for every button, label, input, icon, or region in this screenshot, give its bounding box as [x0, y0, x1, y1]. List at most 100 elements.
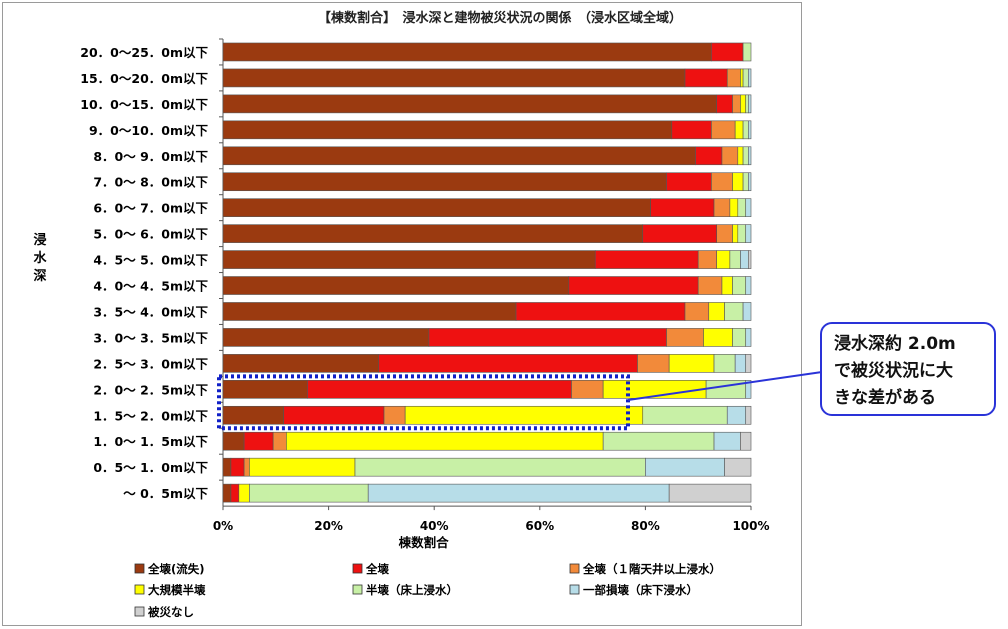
- bar-segment: [742, 302, 752, 321]
- bar-segment: [650, 198, 715, 217]
- bar-segment: [238, 483, 250, 503]
- bar-segment: [222, 68, 686, 88]
- bar-segment: [708, 302, 725, 321]
- callout-box: 浸水深約 2.0m で被災状況に大 きな差がある: [820, 322, 996, 416]
- bar-segment: [378, 354, 638, 373]
- bar-segment: [230, 457, 245, 477]
- category-label: 2．5～ 3．0m以下: [93, 356, 208, 371]
- bar-segment: [737, 146, 744, 166]
- bar-segment: [740, 250, 749, 269]
- bar-segment: [671, 120, 712, 140]
- bar-segment: [222, 120, 673, 140]
- highlight-box: [217, 374, 630, 431]
- bar-segment: [645, 457, 725, 477]
- bar-segment: [748, 120, 752, 140]
- legend-label: 全壊（１階天井以上浸水）: [582, 562, 721, 576]
- bar-segment: [745, 328, 752, 347]
- bar-segment: [734, 354, 747, 373]
- bar-segment: [745, 198, 752, 217]
- y-axis-label-char: 深: [33, 268, 46, 284]
- bar-segment: [283, 405, 385, 425]
- bar-segment: [726, 405, 747, 425]
- bar-segment: [515, 302, 686, 321]
- bar-segment: [668, 483, 752, 503]
- bar-segment: [742, 146, 749, 166]
- legend-swatch: [134, 584, 145, 595]
- bar-segment: [737, 224, 747, 243]
- bar-segment: [272, 431, 287, 451]
- bar-segment: [745, 380, 752, 399]
- bar-segment: [721, 146, 739, 166]
- category-label: 8．0～ 9．0m以下: [93, 149, 208, 164]
- x-tick-label: 20%: [314, 519, 343, 533]
- bar-segment: [594, 250, 699, 269]
- bar-segment: [716, 94, 733, 114]
- chart-title: 【棟数割合】 浸水深と建物被災状況の関係 （浸水区域全域）: [318, 10, 682, 26]
- bar-segment: [713, 354, 736, 373]
- category-label: 7．0～ 8．0m以下: [93, 175, 208, 190]
- bar-segment: [222, 302, 517, 321]
- bar-segment: [745, 405, 752, 425]
- category-label: 5．0～ 6．0m以下: [93, 227, 208, 242]
- bar-segment: [286, 431, 604, 451]
- bar-segment: [222, 94, 717, 114]
- bar-segment: [732, 224, 739, 243]
- x-axis-label: 棟数割合: [399, 535, 450, 550]
- y-axis-label-char: 水: [33, 250, 47, 266]
- bar-segment: [222, 276, 570, 295]
- category-label: 3．5～ 4．0m以下: [93, 304, 208, 319]
- callout-line-3: きな差がある: [834, 388, 936, 408]
- x-tick-label: 60%: [525, 519, 554, 533]
- bar-segment: [222, 224, 644, 243]
- bar-segment: [222, 42, 712, 62]
- bar-segment: [222, 354, 380, 373]
- bar-segment: [724, 302, 744, 321]
- bar-segment: [222, 250, 596, 269]
- bar-segment: [724, 457, 752, 477]
- callout-line-2: で被災状況に大: [834, 361, 953, 381]
- category-label: 6．0～ 7．0m以下: [93, 201, 208, 216]
- bar-segment: [668, 354, 715, 373]
- bar-segment: [742, 120, 749, 140]
- bar-segment: [404, 405, 644, 425]
- bar-segment: [222, 328, 430, 347]
- bar-segment: [222, 483, 232, 503]
- bar-segment: [642, 405, 728, 425]
- callout-line-1: 浸水深約 2.0m: [834, 334, 956, 354]
- legend-label: 被災なし: [148, 605, 194, 619]
- bar-segment: [748, 68, 752, 88]
- bar-segment: [732, 276, 747, 295]
- bar-segment: [354, 457, 646, 477]
- bar-segment: [249, 457, 356, 477]
- legend-swatch: [134, 606, 145, 617]
- bar-segment: [734, 120, 744, 140]
- x-tick-label: 80%: [631, 519, 660, 533]
- bar-segment: [716, 250, 731, 269]
- bar-segment: [222, 457, 232, 477]
- bar-segment: [428, 328, 667, 347]
- bar-segment: [243, 431, 274, 451]
- x-tick-label: 40%: [420, 519, 449, 533]
- bar-segment: [742, 68, 749, 88]
- bar-segment: [748, 250, 752, 269]
- x-tick-label: 100%: [732, 519, 769, 533]
- category-label: 2．0～ 2．5m以下: [93, 382, 208, 397]
- bar-segment: [745, 354, 752, 373]
- category-label: 4．5～ 5．0m以下: [93, 253, 208, 268]
- bar-segment: [713, 198, 731, 217]
- bar-segment: [697, 276, 723, 295]
- bar-segment: [726, 68, 741, 88]
- bar-segment: [742, 42, 752, 62]
- bar-segment: [602, 431, 715, 451]
- category-label: 3．0～ 3．5m以下: [93, 330, 208, 345]
- bar-segment: [745, 276, 752, 295]
- bar-segment: [222, 146, 696, 166]
- category-label: 4．0～ 4．5m以下: [93, 279, 208, 294]
- bar-segment: [716, 224, 733, 243]
- legend-swatch: [352, 584, 363, 595]
- legend-label: 全壊(流失): [147, 562, 205, 576]
- y-axis-label-char: 浸: [33, 232, 46, 248]
- bar-segment: [711, 42, 744, 62]
- category-label: 0．5～ 1．0m以下: [93, 460, 208, 475]
